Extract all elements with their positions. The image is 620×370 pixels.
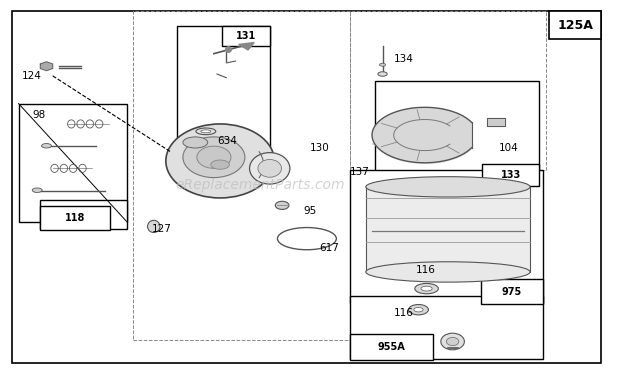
Ellipse shape xyxy=(197,146,231,168)
Text: 118: 118 xyxy=(65,213,86,223)
Bar xyxy=(366,187,530,272)
Text: 130: 130 xyxy=(310,143,330,153)
Text: 134: 134 xyxy=(394,54,414,64)
Text: 124: 124 xyxy=(22,71,42,81)
Bar xyxy=(375,81,539,185)
Text: 955A: 955A xyxy=(378,342,405,352)
Polygon shape xyxy=(40,62,53,71)
Ellipse shape xyxy=(249,152,290,184)
Ellipse shape xyxy=(414,307,423,312)
Ellipse shape xyxy=(148,220,160,232)
Text: 104: 104 xyxy=(499,143,519,153)
Text: 127: 127 xyxy=(152,224,172,235)
Bar xyxy=(40,206,110,230)
Bar xyxy=(133,11,350,340)
Bar xyxy=(482,164,539,186)
Text: 137: 137 xyxy=(350,167,370,177)
Text: 131: 131 xyxy=(236,31,256,41)
Polygon shape xyxy=(487,118,505,126)
Bar xyxy=(19,104,127,222)
Text: 617: 617 xyxy=(319,243,339,253)
Text: 133: 133 xyxy=(501,169,521,180)
Text: 95: 95 xyxy=(304,206,317,216)
Ellipse shape xyxy=(166,124,275,198)
Text: 125A: 125A xyxy=(557,18,593,32)
Text: 116: 116 xyxy=(394,307,414,318)
Bar xyxy=(222,26,270,46)
Ellipse shape xyxy=(415,283,438,294)
Text: 975: 975 xyxy=(502,287,521,297)
Ellipse shape xyxy=(258,159,281,177)
Ellipse shape xyxy=(366,176,530,197)
Ellipse shape xyxy=(275,201,289,209)
Ellipse shape xyxy=(441,333,464,350)
Ellipse shape xyxy=(201,130,211,133)
Text: 98: 98 xyxy=(32,110,45,120)
Bar xyxy=(350,296,542,359)
Ellipse shape xyxy=(32,188,42,192)
Ellipse shape xyxy=(183,137,208,148)
Ellipse shape xyxy=(421,286,432,291)
Bar xyxy=(40,200,127,229)
Text: 634: 634 xyxy=(217,135,237,146)
Polygon shape xyxy=(239,43,254,50)
Bar xyxy=(350,334,433,360)
Text: eReplacementParts.com: eReplacementParts.com xyxy=(175,178,345,192)
Ellipse shape xyxy=(211,160,229,169)
Bar xyxy=(177,26,270,155)
Ellipse shape xyxy=(196,128,216,135)
Bar xyxy=(549,11,601,39)
Ellipse shape xyxy=(183,137,245,178)
Ellipse shape xyxy=(379,63,386,66)
Bar xyxy=(350,170,542,303)
Bar xyxy=(480,279,542,304)
Ellipse shape xyxy=(446,337,459,346)
Ellipse shape xyxy=(366,262,530,282)
Ellipse shape xyxy=(409,305,428,315)
Ellipse shape xyxy=(42,144,51,148)
Text: 116: 116 xyxy=(415,265,435,275)
Ellipse shape xyxy=(378,72,387,76)
Bar xyxy=(350,11,546,170)
